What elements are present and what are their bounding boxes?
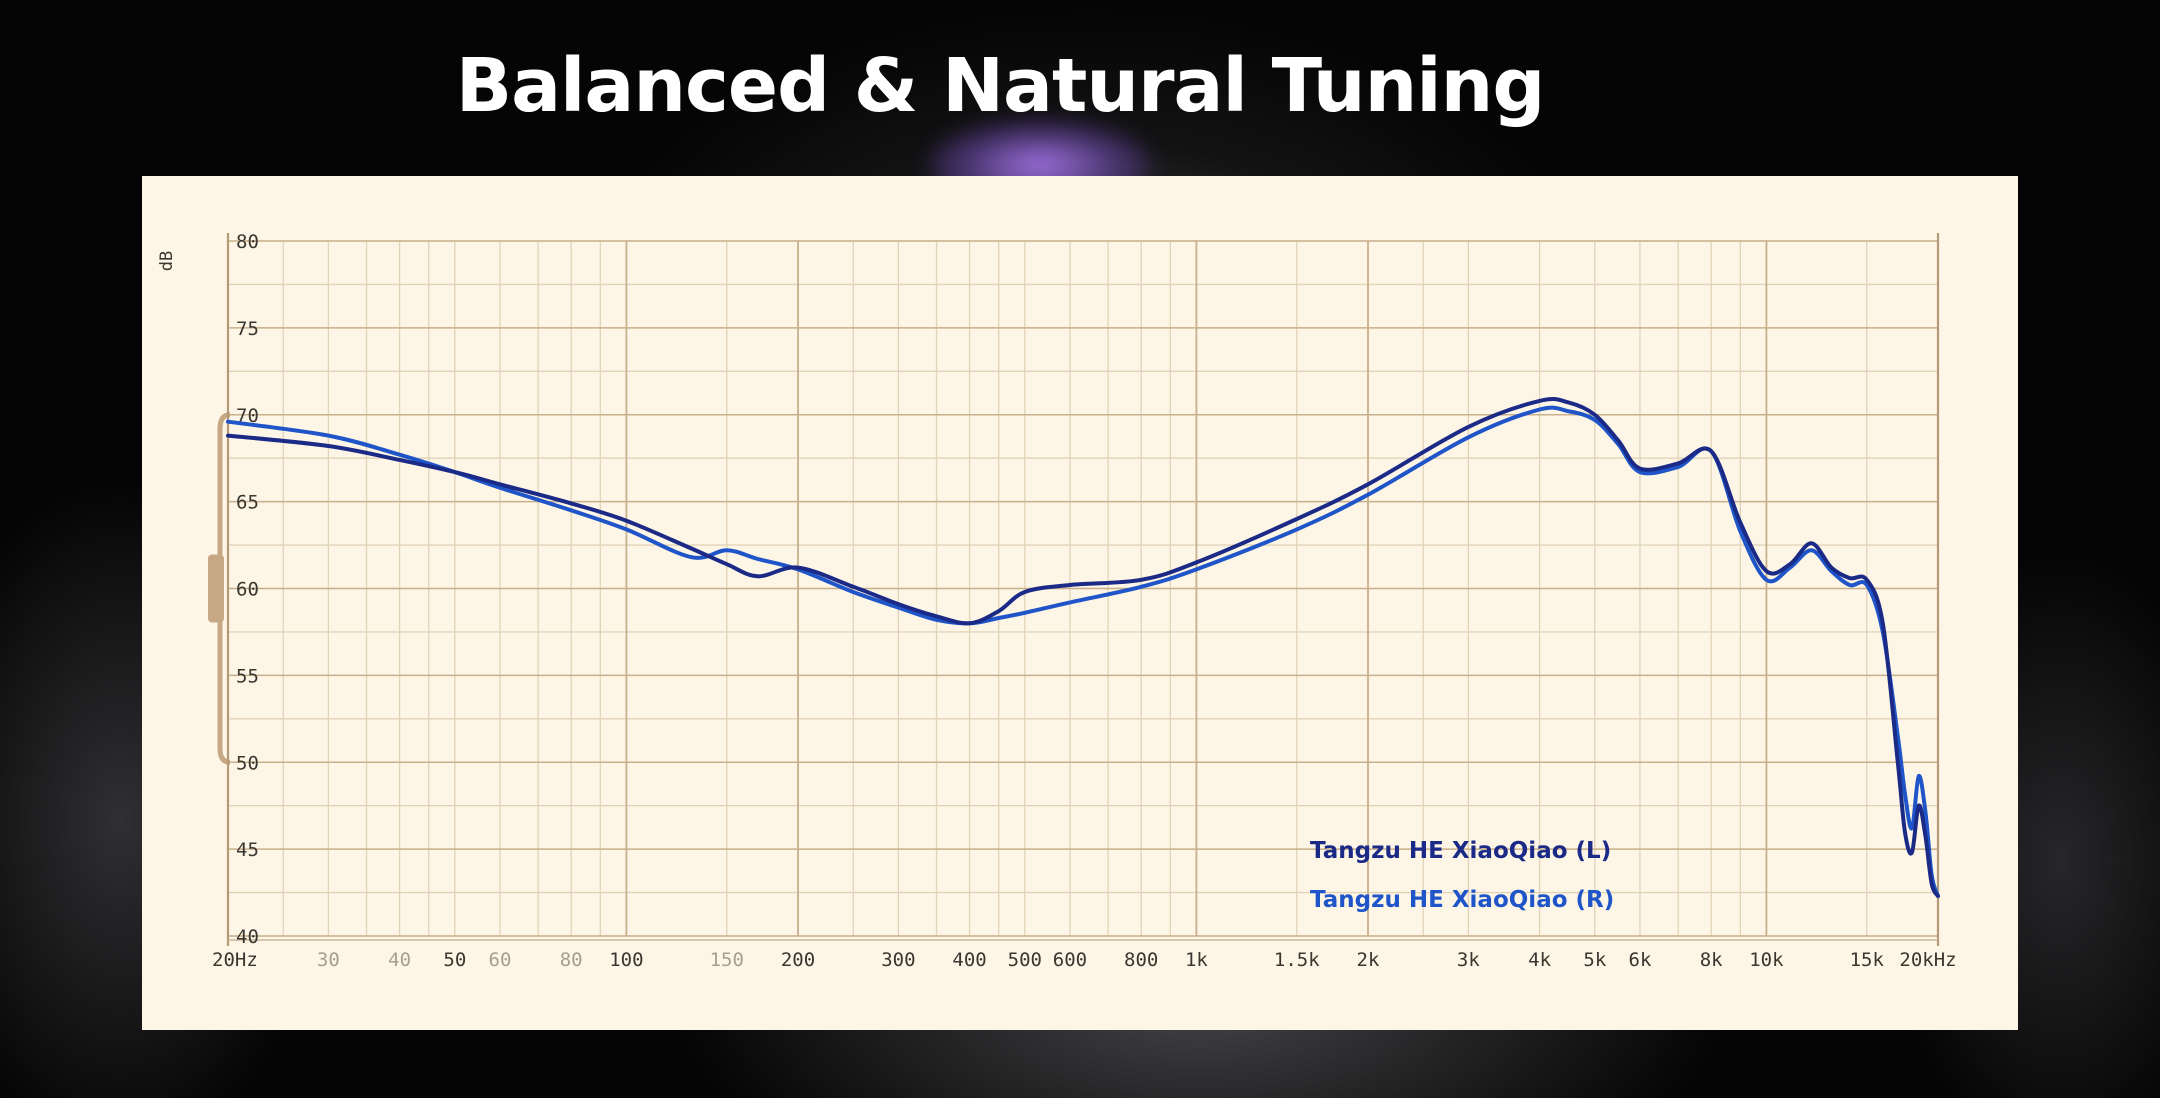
x-tick-label: 600	[1053, 949, 1087, 971]
legend-entry-0: Tangzu HE XiaoQiao (L)	[1310, 838, 1611, 864]
x-tick-label: 6k	[1629, 949, 1652, 971]
x-tick-label: 20kHz	[1899, 949, 1956, 971]
x-tick-label: 100	[609, 949, 643, 971]
y-tick-label: 80	[236, 231, 259, 253]
x-tick-label: 4k	[1528, 949, 1551, 971]
y-tick-label: 70	[236, 405, 259, 427]
x-tick-label: 800	[1124, 949, 1158, 971]
chart-series	[226, 397, 1940, 898]
chart-axes: dB	[157, 233, 1940, 946]
y-tick-label: 45	[236, 839, 259, 861]
y-tick-label: 65	[236, 492, 259, 514]
x-tick-label: 2k	[1357, 949, 1380, 971]
x-tick-label: 1.5k	[1274, 949, 1320, 971]
page-title-text: Balanced & Natural Tuning	[455, 43, 1546, 129]
x-tick-label: 5k	[1583, 949, 1606, 971]
x-tick-label: 15k	[1850, 949, 1885, 971]
x-tick-label: 200	[781, 949, 815, 971]
x-tick-label: 1k	[1185, 949, 1208, 971]
y-tick-label: 55	[236, 665, 259, 687]
x-tick-label: 300	[881, 949, 915, 971]
frequency-response-chart: dB 80 75 70 65 60 55 50 45 40 20Hz 30 40 50 60 80 100 1…	[142, 176, 2018, 1030]
x-tick-label: 500	[1008, 949, 1042, 971]
chart-svg: dB 80 75 70 65 60 55 50 45 40 20Hz 30 40 50 60 80 100 1…	[157, 231, 1957, 971]
x-tick-label: 80	[560, 949, 583, 971]
y-tick-label: 40	[236, 926, 259, 948]
y-tick-label: 75	[236, 318, 259, 340]
x-tick-label: 40	[388, 949, 411, 971]
chart-legend: Tangzu HE XiaoQiao (L) Tangzu HE XiaoQiao…	[1310, 838, 1614, 913]
x-tick-label: 8k	[1700, 949, 1723, 971]
series-line-0	[226, 397, 1940, 898]
x-tick-label: 60	[489, 949, 512, 971]
y-tick-label: 50	[236, 752, 259, 774]
page-title: Balanced & Natural Tuning	[0, 38, 2160, 134]
x-tick-label: 400	[952, 949, 986, 971]
x-tick-label: 10k	[1749, 949, 1784, 971]
legend-entry-1: Tangzu HE XiaoQiao (R)	[1310, 887, 1614, 913]
x-tick-label: 3k	[1457, 949, 1480, 971]
x-tick-label: 20Hz	[212, 949, 258, 971]
series-line-1	[226, 405, 1940, 898]
y-tick-label: 60	[236, 579, 259, 601]
x-tick-labels: 20Hz 30 40 50 60 80 100 150 200 300 400 500 600 800 1k…	[212, 949, 1957, 971]
y-range-bracket	[208, 412, 231, 765]
bracket-handle	[208, 554, 224, 623]
x-tick-label: 150	[710, 949, 744, 971]
x-tick-label: 50	[443, 949, 466, 971]
x-tick-label: 30	[317, 949, 340, 971]
y-axis-unit-label: dB	[157, 251, 177, 271]
chart-grid	[227, 240, 1939, 937]
y-tick-labels: 80 75 70 65 60 55 50 45 40	[236, 231, 259, 948]
